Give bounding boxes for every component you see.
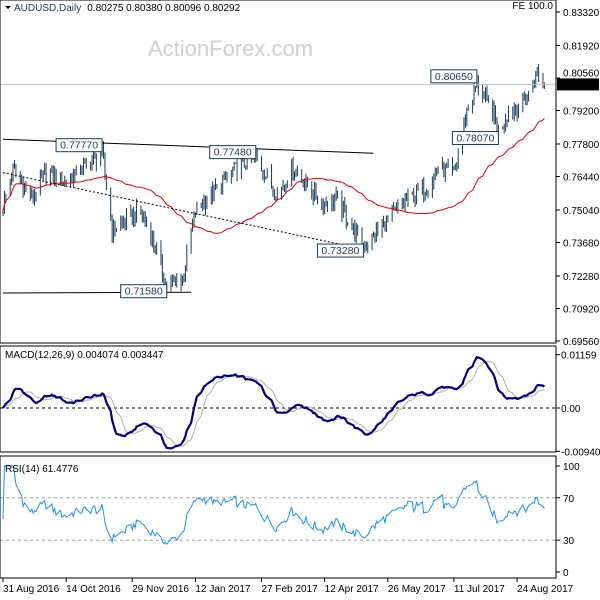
trendline [2, 172, 364, 250]
ohlc-values: 0.80275 0.80380 0.80096 0.80292 [87, 3, 240, 14]
rsi-tick-label: 70 [563, 494, 575, 505]
macd-title: MACD(12,26,9) 0.004074 0.003447 [5, 350, 164, 361]
x-tick-label: 29 Nov 2016 [132, 584, 189, 595]
rsi-line [2, 465, 545, 545]
rsi-panel: 100 70 30 0 [0, 462, 580, 579]
macd-main-line [2, 355, 546, 450]
x-tick-label: 24 Aug 2017 [517, 584, 574, 595]
moving-average-line [2, 118, 545, 234]
price-annotation-box [316, 243, 364, 258]
header-line: AUDUSD,Daily 0.80275 0.80380 0.80096 0.80… [14, 3, 241, 14]
y-tick-label: 0.73680 [563, 238, 600, 249]
price-annotation-label: 0.71580 [125, 286, 163, 298]
x-tick-label: 14 Oct 2016 [66, 584, 121, 595]
y-tick-label: 0.80560 [563, 68, 600, 79]
y-tick-label: 0.76440 [563, 173, 600, 184]
price-annotation-box [430, 69, 478, 84]
y-tick-label: 0.72280 [563, 272, 600, 283]
x-tick-label: 12 Apr 2017 [325, 584, 379, 595]
price-annotation-box [209, 145, 257, 160]
y-tick-label: 0.69560 [563, 337, 600, 348]
x-tick-label: 26 May 2017 [388, 584, 446, 595]
watermark: ActionForex.com [148, 36, 313, 61]
price-panel: 0.83320 0.81920 0.80560 0.79200 0.77800 0.764… [0, 8, 600, 348]
x-tick-label: 11 Jul 2017 [454, 584, 505, 595]
symbol-title: AUDUSD,Daily [14, 3, 81, 14]
y-tick-label: 0.70920 [563, 304, 600, 315]
macd-panel-border [0, 345, 557, 453]
price-annotation-label: 0.77770 [60, 140, 98, 152]
price-annotation-box [451, 131, 499, 146]
rsi-tick-label: 30 [563, 536, 575, 547]
rsi-tick-label: 100 [563, 462, 580, 473]
price-panel-border [0, 0, 557, 344]
price-annotation-label: 0.77480 [214, 147, 252, 159]
collapse-triangle-icon[interactable] [5, 6, 11, 9]
y-tick-label: 0.81920 [563, 41, 600, 52]
macd-panel: 0.01159 0.00 -0.009408 [0, 351, 600, 458]
macd-tick-label: 0.00 [561, 404, 581, 415]
current-price-label: 0.80292 [560, 80, 597, 91]
macd-tick-label: -0.009408 [561, 447, 600, 458]
macd-tick-label: 0.01159 [561, 351, 597, 362]
y-tick-label: 0.75040 [563, 206, 600, 217]
price-annotation-box [120, 284, 168, 299]
x-tick-label: 31 Aug 2016 [3, 584, 60, 595]
rsi-tick-label: 0 [563, 568, 569, 579]
x-tick-label: 12 Jan 2017 [195, 584, 250, 595]
price-annotation-label: 0.78070 [456, 133, 494, 145]
fe-label: FE 100.0 [512, 1, 553, 12]
price-annotation-label: 0.73280 [321, 245, 359, 257]
y-tick-label: 0.77800 [563, 140, 600, 151]
y-tick-label: 0.83320 [563, 8, 600, 19]
y-tick-label: 0.79200 [563, 107, 600, 118]
current-price-tag [557, 78, 599, 91]
rsi-title: RSI(14) 61.4776 [5, 464, 79, 475]
price-annotation-label: 0.80650 [435, 71, 473, 83]
time-axis: 31 Aug 2016 14 Oct 2016 29 Nov 2016 12 Jan … [2, 578, 574, 595]
price-annotation-box [55, 138, 103, 153]
rsi-panel-border [0, 455, 557, 579]
x-tick-label: 27 Feb 2017 [261, 584, 318, 595]
